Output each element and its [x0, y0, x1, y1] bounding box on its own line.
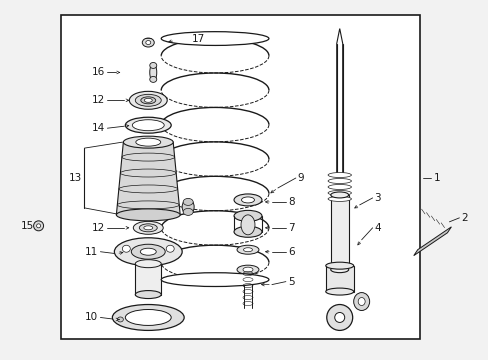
Bar	[325, 266, 353, 292]
Bar	[330, 195, 348, 270]
Ellipse shape	[143, 226, 152, 230]
Ellipse shape	[353, 293, 369, 310]
Ellipse shape	[135, 291, 161, 298]
Text: 10: 10	[85, 312, 98, 323]
Ellipse shape	[327, 184, 351, 189]
Ellipse shape	[326, 305, 352, 330]
Text: 5: 5	[287, 276, 294, 287]
Ellipse shape	[144, 98, 152, 102]
Ellipse shape	[234, 226, 262, 237]
Ellipse shape	[141, 97, 156, 104]
Text: 15: 15	[20, 221, 34, 231]
Ellipse shape	[161, 273, 268, 287]
Ellipse shape	[166, 245, 174, 252]
Ellipse shape	[140, 248, 156, 255]
Ellipse shape	[34, 221, 43, 231]
Ellipse shape	[114, 238, 182, 266]
Ellipse shape	[129, 91, 167, 109]
Bar	[61, 15, 419, 339]
Ellipse shape	[334, 312, 344, 323]
Ellipse shape	[243, 267, 252, 272]
Text: 9: 9	[297, 173, 304, 183]
Ellipse shape	[330, 192, 348, 198]
Polygon shape	[116, 142, 180, 215]
Ellipse shape	[149, 63, 157, 81]
Ellipse shape	[116, 209, 180, 221]
Ellipse shape	[243, 248, 252, 252]
Text: 4: 4	[374, 223, 381, 233]
Text: 1: 1	[432, 173, 439, 183]
Ellipse shape	[135, 94, 161, 106]
Ellipse shape	[183, 208, 193, 215]
Ellipse shape	[327, 179, 351, 184]
Text: 17: 17	[192, 33, 205, 44]
Ellipse shape	[122, 245, 130, 252]
Ellipse shape	[125, 117, 171, 133]
Text: 3: 3	[374, 193, 381, 203]
Ellipse shape	[136, 138, 161, 146]
Ellipse shape	[183, 198, 193, 206]
Ellipse shape	[139, 224, 157, 232]
Ellipse shape	[133, 221, 163, 234]
Ellipse shape	[132, 120, 164, 131]
Text: 7: 7	[287, 223, 294, 233]
Ellipse shape	[327, 190, 351, 195]
Ellipse shape	[112, 305, 184, 330]
Ellipse shape	[161, 32, 268, 45]
Text: 16: 16	[92, 67, 105, 77]
Ellipse shape	[237, 245, 259, 254]
Text: 8: 8	[287, 197, 294, 207]
Ellipse shape	[117, 317, 123, 322]
Bar	[135, 264, 161, 294]
Ellipse shape	[234, 210, 262, 221]
Ellipse shape	[327, 197, 351, 201]
Ellipse shape	[135, 260, 161, 268]
Ellipse shape	[327, 172, 351, 177]
Text: 2: 2	[461, 213, 467, 223]
Ellipse shape	[325, 288, 353, 295]
Ellipse shape	[145, 41, 150, 45]
Ellipse shape	[123, 136, 173, 148]
Ellipse shape	[241, 197, 254, 203]
Text: 11: 11	[85, 247, 98, 257]
Ellipse shape	[325, 262, 353, 269]
Text: 6: 6	[287, 247, 294, 257]
Ellipse shape	[142, 38, 154, 47]
Text: 13: 13	[69, 173, 82, 183]
Text: 14: 14	[92, 123, 105, 133]
Ellipse shape	[330, 267, 348, 273]
Text: 12: 12	[92, 223, 105, 233]
Ellipse shape	[182, 199, 194, 215]
Ellipse shape	[149, 62, 157, 68]
Ellipse shape	[37, 224, 41, 228]
Polygon shape	[336, 28, 342, 175]
Ellipse shape	[234, 194, 262, 206]
Ellipse shape	[357, 298, 365, 306]
Ellipse shape	[125, 310, 171, 325]
Ellipse shape	[131, 244, 165, 259]
Ellipse shape	[241, 215, 254, 235]
Polygon shape	[413, 227, 450, 256]
Ellipse shape	[149, 76, 157, 82]
Ellipse shape	[237, 265, 259, 274]
Text: 12: 12	[92, 95, 105, 105]
